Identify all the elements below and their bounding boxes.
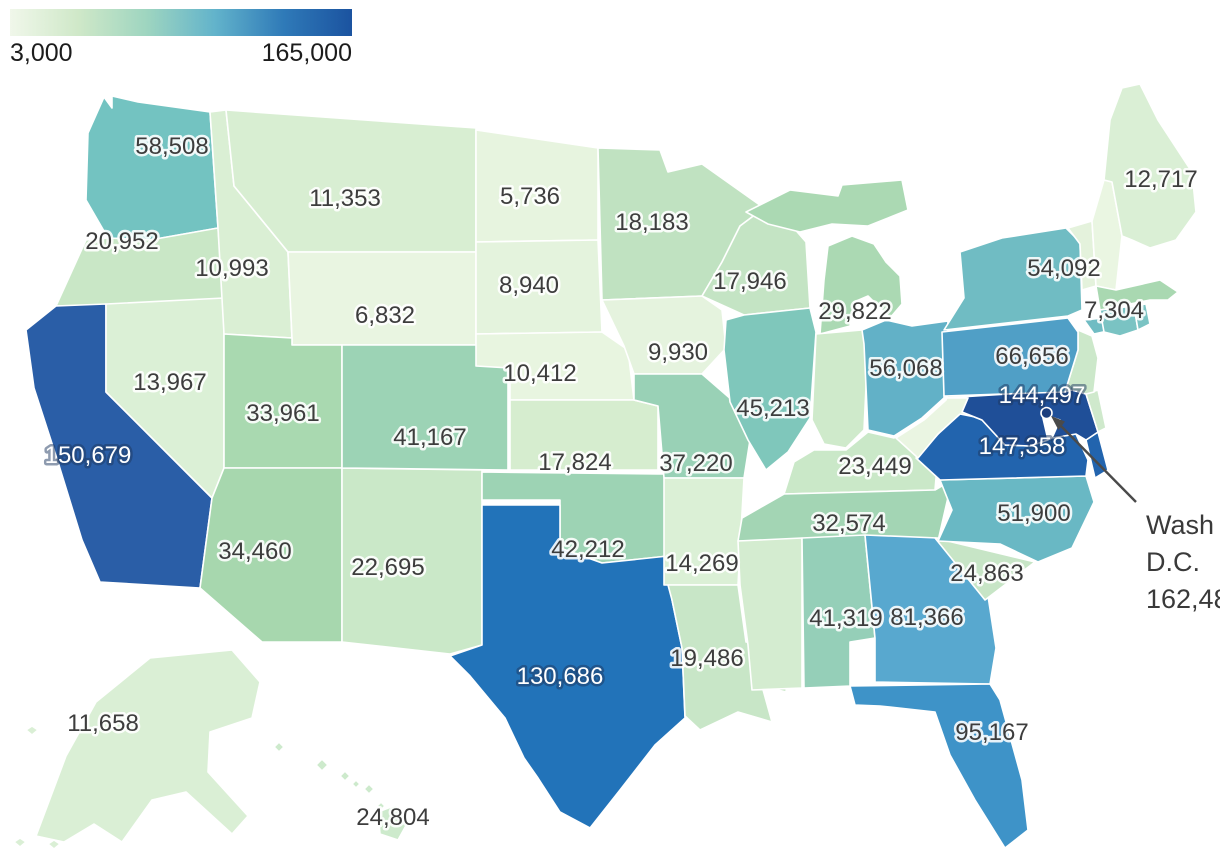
state-ks: [509, 399, 659, 471]
state-hi: [377, 804, 409, 841]
value-label-la: 19,486: [670, 645, 743, 672]
value-label-ct: 7,304: [1084, 297, 1144, 324]
value-label-co: 41,167: [393, 424, 466, 451]
state-ak: [35, 649, 261, 843]
value-label-ut: 33,961: [246, 400, 319, 427]
state-hi: [315, 758, 329, 772]
state-ak: [13, 837, 27, 848]
value-label-hi: 24,804: [356, 804, 429, 831]
state-oh: [861, 319, 949, 437]
state-wy: [287, 251, 477, 346]
state-hi: [351, 779, 361, 789]
value-label-wi: 17,946: [713, 268, 786, 295]
value-label-tx: 130,686: [517, 663, 604, 690]
value-label-ok: 42,212: [551, 536, 624, 563]
legend-min-label: 3,000: [10, 39, 73, 67]
dc-callout-line3: 162,48: [1146, 584, 1220, 614]
state-il: [723, 307, 817, 471]
value-label-ca: 150,679: [45, 442, 132, 469]
value-label-ks: 17,824: [538, 449, 611, 476]
state-in: [811, 329, 869, 449]
dc-callout-line2: D.C.: [1146, 547, 1200, 577]
value-label-sd: 8,940: [499, 272, 559, 299]
value-label-nd: 5,736: [500, 183, 560, 210]
dc-callout-arrow: [1051, 416, 1137, 503]
state-ak: [47, 839, 61, 850]
value-label-mi: 29,822: [818, 298, 891, 325]
dc-callout-line1: Wash: [1146, 510, 1215, 540]
state-fl: [849, 683, 1029, 849]
state-dc: [1040, 406, 1053, 420]
callout-arrow-line: [1059, 424, 1137, 503]
state-ny: [943, 227, 1083, 331]
value-label-ga: 81,366: [890, 604, 963, 631]
state-mi: [745, 179, 909, 233]
state-hi: [376, 801, 386, 811]
value-label-ar: 14,269: [665, 550, 738, 577]
legend-labels: 3,000 165,000: [10, 39, 352, 68]
value-label-oh: 56,068: [869, 355, 942, 382]
value-label-sc: 24,863: [950, 560, 1023, 587]
value-label-me: 12,717: [1124, 166, 1197, 193]
state-hi: [339, 770, 351, 782]
value-label-ia: 9,930: [648, 339, 708, 366]
state-ct: [1099, 305, 1139, 337]
value-label-pa: 66,656: [995, 343, 1068, 370]
value-label-or: 20,952: [85, 228, 158, 255]
value-label-md: 144,497: [999, 382, 1086, 409]
states-layer: [13, 83, 1197, 850]
state-sc: [934, 537, 1036, 601]
value-label-al: 41,319: [809, 605, 882, 632]
state-hi: [273, 741, 285, 753]
labels-layer: 58,508 20,952 150,679 13,967 10,993 11,353 6,8…: [42, 131, 1200, 834]
value-label-nc: 51,900: [997, 500, 1070, 527]
state-nc: [937, 475, 1095, 563]
state-pa: [941, 317, 1079, 397]
value-label-nv: 13,967: [133, 369, 206, 396]
color-legend: 3,000 165,000: [10, 9, 352, 68]
value-label-mt: 11,353: [309, 185, 381, 212]
state-hi: [363, 783, 375, 795]
value-label-ky: 23,449: [838, 453, 911, 480]
state-me: [1103, 83, 1197, 249]
state-co: [341, 344, 509, 471]
state-la: [667, 584, 791, 731]
legend-gradient-bar: [10, 9, 352, 36]
value-label-tn: 32,574: [812, 510, 885, 537]
value-label-wy: 6,832: [355, 302, 415, 329]
value-label-nm: 22,695: [351, 554, 424, 581]
value-label-mn: 18,183: [615, 209, 688, 236]
value-label-va: 147,358: [979, 433, 1066, 460]
callout-arrow-head: [1051, 416, 1065, 430]
value-label-ak: 11,658: [67, 710, 139, 737]
state-vt: [1067, 220, 1097, 291]
state-wa: [85, 95, 219, 241]
value-label-ny: 54,092: [1027, 255, 1100, 282]
value-label-il: 45,213: [736, 395, 809, 422]
value-label-ne: 10,412: [503, 360, 576, 387]
dc-callout-text: Wash D.C. 162,48: [1146, 507, 1220, 618]
value-label-mo: 37,220: [659, 450, 732, 477]
state-ak: [25, 725, 39, 736]
state-tx: [449, 504, 686, 829]
legend-max-label: 165,000: [261, 39, 352, 67]
value-label-fl: 95,167: [955, 719, 1028, 746]
value-label-id: 10,993: [195, 255, 268, 282]
state-ri: [1133, 303, 1151, 331]
value-label-wa: 58,508: [135, 133, 208, 160]
value-label-az: 34,460: [218, 538, 291, 565]
